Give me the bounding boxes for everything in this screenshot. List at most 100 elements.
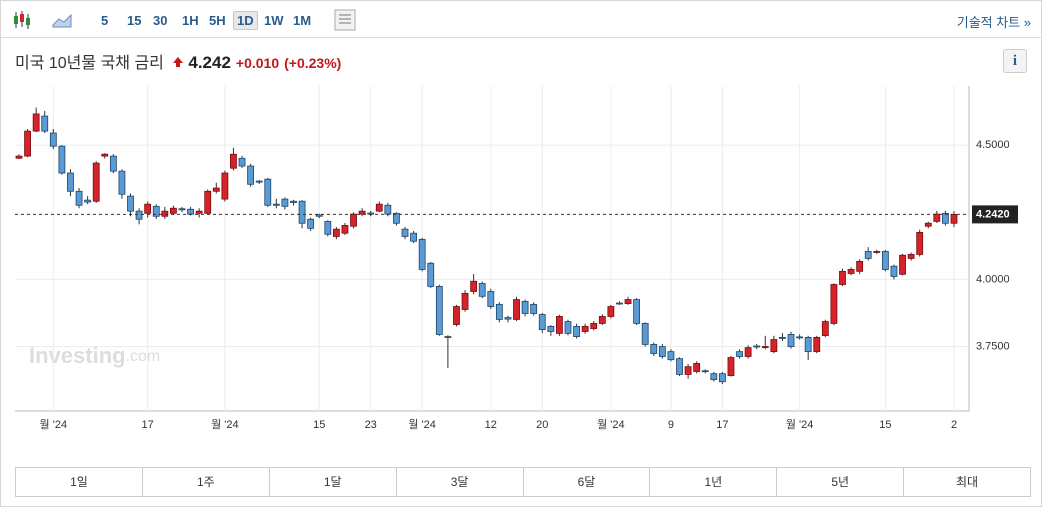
range-button[interactable]: 6달 xyxy=(524,468,651,496)
change-pct: (+0.23%) xyxy=(284,55,342,71)
candle-body xyxy=(161,210,169,217)
candle-body xyxy=(796,336,803,339)
candle-body xyxy=(727,357,735,376)
range-buttons: 1일 1주 1달 3달 6달 1년 5년 최대 xyxy=(15,467,1031,497)
area-icon[interactable] xyxy=(51,11,73,29)
candle-body xyxy=(281,198,289,207)
candle-body xyxy=(358,210,366,215)
candle-body xyxy=(856,260,864,272)
interval-button[interactable]: 30 xyxy=(153,13,168,28)
candle-body xyxy=(187,208,194,215)
toolbar: 5 15 30 1H 5H 1D 1W 1M 기술적 차트 » xyxy=(1,1,1041,38)
candle-body xyxy=(864,251,872,259)
candle-body xyxy=(221,172,229,200)
candle-body xyxy=(495,303,503,320)
last-price-box xyxy=(972,205,1018,224)
candle-body xyxy=(324,220,332,235)
candle-body xyxy=(530,303,538,314)
interval-button[interactable]: 1M xyxy=(293,13,312,28)
candle-body xyxy=(899,254,906,275)
candle-body xyxy=(676,358,683,375)
candle-body xyxy=(744,347,752,357)
up-arrow xyxy=(173,57,184,67)
candle-body xyxy=(873,251,881,253)
candle-body xyxy=(718,373,726,383)
x-tick-label: 23 xyxy=(365,419,377,431)
x-tick-label: 15 xyxy=(879,419,891,431)
candle-body xyxy=(890,265,898,277)
candle-body xyxy=(684,366,692,375)
interval-button[interactable]: 1W xyxy=(264,13,284,28)
watermark-domain: .com xyxy=(126,348,161,365)
candle-body xyxy=(58,145,66,174)
range-button[interactable]: 최대 xyxy=(956,475,979,489)
x-tick-label: 월 '24 xyxy=(786,418,814,431)
candle-body xyxy=(32,113,40,132)
candle-body xyxy=(847,269,855,274)
candle-body xyxy=(410,232,417,242)
instrument-title: 미국 10년물 국채 금리 xyxy=(15,55,164,72)
candle-body xyxy=(487,291,495,307)
range-button[interactable]: 5년 xyxy=(777,468,905,496)
tech-chart-link[interactable]: 기술적 차트 » xyxy=(956,15,1031,30)
candle-body xyxy=(616,302,623,305)
candle-body xyxy=(693,363,701,372)
range-button[interactable]: 3달 xyxy=(397,468,524,496)
x-tick-label: 월 '24 xyxy=(211,418,239,431)
x-tick-label: 월 '24 xyxy=(40,418,68,431)
candle-body xyxy=(607,306,615,317)
candle-body xyxy=(881,251,889,270)
candle-icon[interactable] xyxy=(11,9,33,31)
candle-body xyxy=(230,153,237,169)
candle-body xyxy=(67,172,74,192)
y-tick-label: 4.5000 xyxy=(976,139,1010,151)
candle-body xyxy=(401,228,409,237)
candle-body xyxy=(435,285,443,335)
candle-body xyxy=(624,299,632,304)
candle-body xyxy=(667,351,675,361)
interval-button[interactable]: 5H xyxy=(209,13,226,28)
candle-body xyxy=(924,222,932,227)
interval-button[interactable]: 1H xyxy=(182,13,199,28)
table-icon[interactable] xyxy=(334,9,356,31)
candle-body xyxy=(24,130,31,157)
candle-body xyxy=(212,187,220,192)
x-tick-label: 17 xyxy=(716,419,728,431)
candle-body xyxy=(109,155,117,172)
candle-body xyxy=(787,334,795,347)
range-button[interactable]: 1년 xyxy=(650,468,778,496)
candle-body xyxy=(658,346,666,357)
interval-button[interactable]: 5 xyxy=(101,13,109,28)
candle-body xyxy=(118,170,126,195)
candle-body xyxy=(710,373,718,380)
candle-body xyxy=(15,155,23,159)
range-button[interactable]: 1달 xyxy=(270,468,397,496)
candle-body xyxy=(907,254,915,259)
x-tick-label: 2 xyxy=(951,419,957,431)
candle-body xyxy=(247,165,255,185)
range-button[interactable]: 1주 xyxy=(143,468,270,496)
range-button[interactable]: 1일 xyxy=(16,468,143,496)
candle-body xyxy=(272,203,280,206)
candle-body xyxy=(298,200,306,224)
last-price-label: 4.2420 xyxy=(976,208,1010,220)
candle-body xyxy=(650,343,658,354)
candle-body xyxy=(41,115,49,132)
candle-body xyxy=(92,162,100,202)
interval-button[interactable]: 1D xyxy=(233,11,258,30)
candle-body xyxy=(461,292,469,310)
interval-button[interactable]: 15 xyxy=(127,13,142,28)
candle-body xyxy=(75,190,83,206)
candle-body xyxy=(393,212,400,224)
price: 4.242 xyxy=(188,53,231,72)
candle-body xyxy=(821,321,829,336)
candle-body xyxy=(332,228,340,237)
candle-body xyxy=(770,339,778,353)
candle-body xyxy=(916,231,924,255)
candle-body xyxy=(950,213,958,224)
candle-body xyxy=(444,336,452,338)
candle-body xyxy=(556,316,563,334)
candle-body xyxy=(804,337,812,353)
info-button[interactable]: i xyxy=(1003,49,1027,73)
candle-body xyxy=(590,323,598,329)
